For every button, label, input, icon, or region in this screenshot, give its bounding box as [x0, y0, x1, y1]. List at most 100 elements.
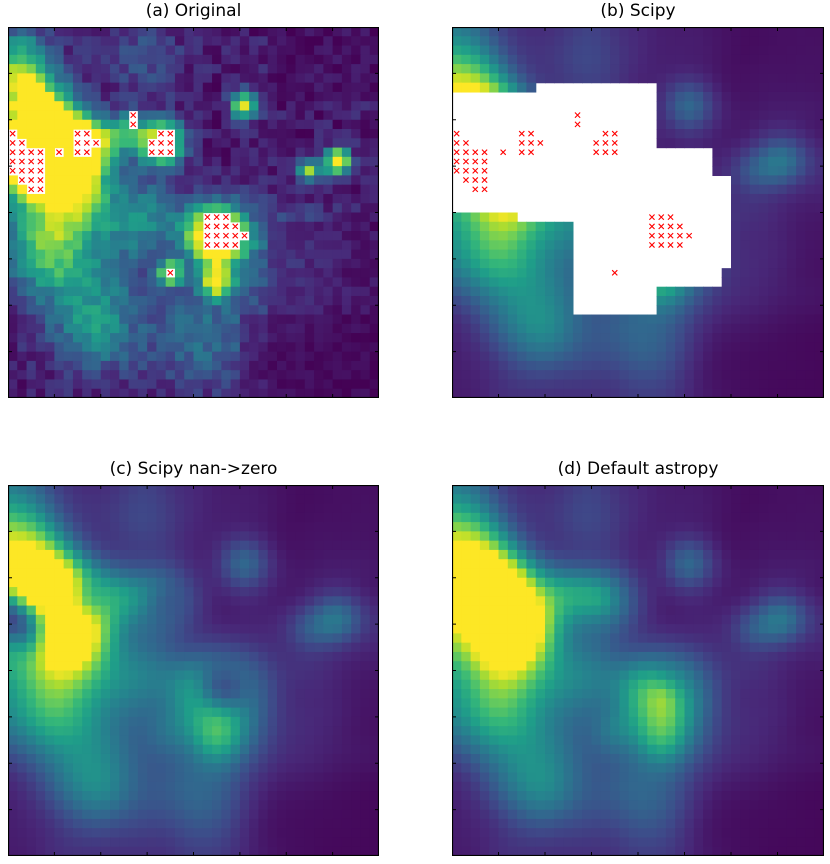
- original-cell: [91, 64, 102, 74]
- scipy-nan-zero-cell: [258, 485, 269, 495]
- scipy-nan-zero-cell: [286, 772, 297, 783]
- scipy-nan-zero-cell: [304, 726, 315, 737]
- scipy-nan-zero-cell: [156, 670, 167, 681]
- scipy-nan-zero-cell: [230, 791, 241, 801]
- scipy-cell: [489, 388, 500, 398]
- original-nan-marker: [204, 232, 211, 239]
- scipy-nan-zero-cell: [332, 642, 343, 653]
- original-cell: [360, 64, 371, 74]
- original-cell: [193, 64, 204, 74]
- scipy-nan-zero-cell: [295, 540, 306, 551]
- scipy-nan-zero-cell: [221, 735, 232, 746]
- default-astropy-cell: [665, 531, 676, 542]
- original-nan-marker: [158, 139, 165, 146]
- original-cell: [341, 138, 352, 149]
- scipy-cell: [498, 370, 509, 381]
- scipy-nan-zero-cell: [174, 596, 185, 607]
- scipy-nan-zero-cell: [212, 753, 222, 764]
- scipy-nan-zero-cell: [91, 522, 102, 532]
- scipy-nan-zero-cell: [100, 707, 111, 718]
- default-astropy-cell: [777, 503, 788, 514]
- scipy-nan-zero-cell: [202, 763, 213, 774]
- original-cell: [137, 64, 148, 74]
- scipy-nan-zero-cell: [221, 772, 232, 783]
- default-astropy-cell: [814, 485, 824, 495]
- original-cell: [258, 193, 269, 204]
- scipy-nan-zero-cell: [137, 577, 148, 588]
- scipy-nan-zero-cell: [360, 587, 371, 597]
- scipy-nan-zero-cell: [323, 559, 334, 570]
- scipy-cell: [796, 286, 806, 297]
- original-cell: [295, 268, 306, 279]
- scipy-nan-zero-cell: [323, 670, 334, 681]
- scipy-cell: [526, 64, 537, 74]
- scipy-nan-zero-cell: [147, 661, 158, 672]
- scipy-nan-zero-cell: [351, 772, 362, 783]
- scipy-nan-zero-cell: [110, 846, 120, 856]
- original-cell: [202, 333, 213, 343]
- scipy-cell: [572, 388, 583, 398]
- scipy-cell: [517, 370, 527, 381]
- scipy-cell: [554, 231, 565, 241]
- scipy-cell: [777, 110, 788, 121]
- default-astropy-cell: [619, 503, 630, 514]
- scipy-cell: [582, 27, 593, 37]
- scipy-cell: [470, 286, 481, 297]
- original-cell: [221, 27, 232, 37]
- scipy-nan-zero-cell: [100, 540, 111, 551]
- default-astropy-cell: [786, 587, 797, 597]
- original-cell: [360, 286, 371, 297]
- scipy-nan-zero-cell: [91, 763, 102, 774]
- scipy-cell: [572, 314, 583, 325]
- scipy-nan-zero-cell: [91, 633, 102, 644]
- scipy-nan-zero-cell: [119, 568, 130, 579]
- original-cell: [276, 27, 287, 37]
- scipy-nan-zero-cell: [212, 540, 222, 551]
- original-cell: [286, 166, 297, 177]
- original-cell: [119, 193, 130, 204]
- original-cell: [221, 91, 232, 102]
- original-cell: [239, 184, 250, 195]
- original-cell: [110, 54, 120, 65]
- scipy-nan-zero-cell: [8, 605, 18, 616]
- scipy-cell: [740, 119, 751, 130]
- scipy-nan-zero-cell: [54, 531, 65, 542]
- original-nan-marker: [18, 149, 25, 156]
- scipy-nan-zero-cell: [286, 512, 297, 523]
- scipy-nan-zero-cell: [91, 791, 102, 801]
- scipy-nan-zero-cell: [276, 568, 287, 579]
- default-astropy-cell: [489, 512, 500, 523]
- original-cell: [147, 156, 158, 167]
- original-cell: [63, 193, 74, 204]
- scipy-nan-zero-cell: [128, 781, 139, 792]
- scipy-nan-zero-cell: [249, 642, 260, 653]
- scipy-nan-zero-cell: [249, 809, 260, 820]
- default-astropy-cell: [665, 568, 676, 579]
- original-cell: [230, 27, 241, 37]
- scipy-cell: [545, 73, 555, 84]
- scipy-cell: [638, 64, 648, 74]
- original-cell: [156, 305, 167, 316]
- scipy-nan-zero-cell: [100, 531, 111, 542]
- default-astropy-cell: [684, 531, 695, 542]
- default-astropy-cell: [535, 568, 546, 579]
- default-astropy-cell: [563, 568, 574, 579]
- original-cell: [267, 379, 278, 390]
- original-cell: [82, 360, 93, 371]
- scipy-nan-zero-cell: [184, 726, 195, 737]
- original-cell: [258, 119, 269, 130]
- default-astropy-cell: [498, 577, 509, 588]
- default-astropy-cell: [814, 568, 824, 579]
- default-astropy-cell: [591, 522, 602, 532]
- original-cell: [156, 323, 167, 334]
- original-cell: [82, 221, 93, 232]
- scipy-nan-marker: [611, 149, 618, 156]
- scipy-nan-zero-cell: [156, 485, 167, 495]
- scipy-nan-zero-cell: [267, 846, 278, 856]
- default-astropy-cell: [786, 494, 797, 505]
- default-astropy-cell: [619, 531, 630, 542]
- original-cell: [91, 295, 102, 306]
- scipy-nan-zero-cell: [369, 540, 379, 551]
- scipy-cell: [665, 119, 676, 130]
- scipy-cell: [656, 351, 667, 362]
